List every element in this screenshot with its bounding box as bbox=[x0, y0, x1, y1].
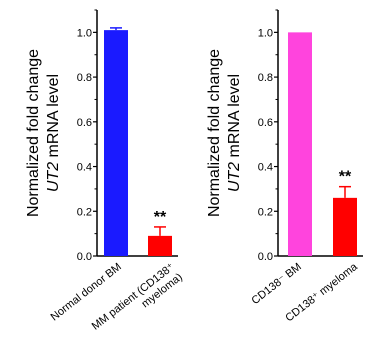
y-tick-label: 0.8 bbox=[258, 72, 273, 84]
y-tick-label: 0.0 bbox=[258, 251, 273, 263]
y-tick-label: 1.0 bbox=[258, 27, 273, 39]
y-tick-label: 0.2 bbox=[77, 206, 92, 218]
significance-marker: ** bbox=[154, 209, 167, 226]
y-axis-label: Normalized fold change bbox=[25, 49, 42, 217]
bar bbox=[288, 32, 312, 257]
y-tick-label: 0.8 bbox=[77, 72, 92, 84]
chart-panel-right: 0.0 0.2 0.4 0.6 0.8 1.0 Normalized fold change… bbox=[206, 9, 363, 324]
y-tick-label: 1.0 bbox=[77, 27, 92, 39]
significance-marker: ** bbox=[339, 169, 352, 186]
y-tick-label: 0.6 bbox=[77, 117, 92, 129]
y-tick-label: 0.0 bbox=[77, 251, 92, 263]
bar bbox=[104, 30, 128, 256]
category-label: CD138⁻ BM bbox=[249, 261, 303, 307]
y-axis-label: UT2 mRNA level bbox=[226, 74, 243, 192]
y-axis-label: Normalized fold change bbox=[206, 49, 223, 217]
y-tick-label: 0.4 bbox=[77, 162, 92, 174]
chart-panel-left: 0.0 0.2 0.4 0.6 0.8 1.0 Normalized fold change… bbox=[25, 9, 185, 333]
y-tick-label: 0.6 bbox=[258, 117, 273, 129]
bar bbox=[333, 197, 357, 256]
y-tick-label: 0.2 bbox=[258, 206, 273, 218]
y-tick-label: 0.4 bbox=[258, 162, 273, 174]
bar bbox=[148, 235, 172, 256]
y-axis-label: UT2 mRNA level bbox=[45, 74, 62, 192]
